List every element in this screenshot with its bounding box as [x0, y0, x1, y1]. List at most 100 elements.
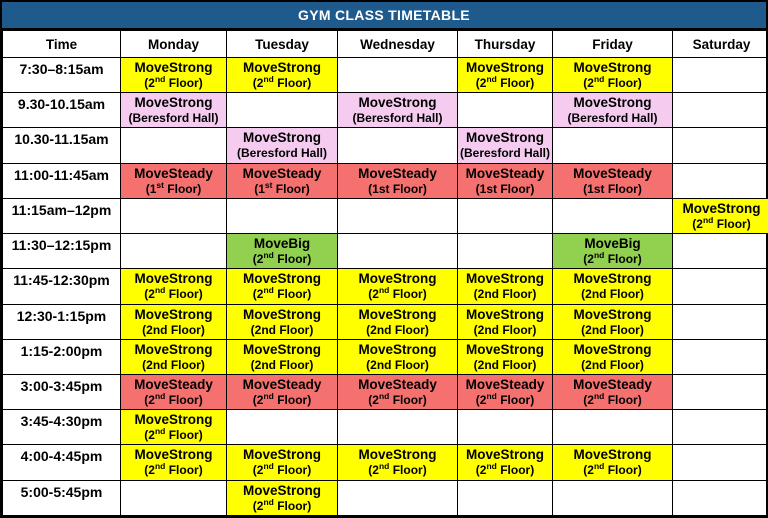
class-cell: MoveSteady (1st Floor): [552, 162, 673, 199]
empty-cell: [457, 197, 553, 235]
class-cell: MoveStrong (2nd Floor): [457, 56, 553, 94]
class-name: MoveStrong: [242, 130, 321, 146]
class-name: MoveSteady: [358, 376, 437, 392]
class-name: MoveSteady: [242, 165, 322, 181]
table-row: 10.30-11.15am MoveStrong (Beresford Hall) M…: [2, 127, 768, 164]
ordinal-superscript: nd: [263, 74, 274, 84]
class-cell: MoveSteady (2nd Floor): [120, 373, 227, 411]
ordinal-superscript: nd: [593, 250, 605, 261]
class-location: (Beresford Hall): [459, 146, 551, 161]
empty-cell: [672, 92, 768, 129]
class-location: (2nd Floor): [692, 214, 751, 231]
class-location: (2nd Floor): [250, 322, 314, 337]
class-location: (2nd Floor): [473, 357, 537, 372]
class-name: MoveStrong: [242, 341, 321, 357]
class-location: (1st Floor): [475, 181, 535, 196]
class-cell: MoveStrong (2nd Floor): [120, 409, 227, 446]
class-name: MoveStrong: [134, 306, 213, 322]
empty-cell: [672, 338, 768, 375]
class-location: (2nd Floor): [473, 287, 537, 302]
time-cell: 7:30–8:15am: [2, 56, 121, 94]
table-row: 9.30-10.15am MoveStrong (Beresford Hall) Mo…: [2, 92, 768, 129]
class-location: (2nd Floor): [252, 461, 312, 478]
ordinal-superscript: nd: [378, 461, 390, 472]
time-cell: 11:00-11:45am: [2, 162, 121, 199]
time-cell: 11:15am–12pm: [2, 197, 121, 235]
class-location: (2nd Floor): [144, 461, 203, 478]
class-location: (2nd Floor): [583, 461, 642, 478]
ordinal-superscript: nd: [263, 250, 274, 261]
class-name: MoveSteady: [358, 165, 437, 181]
class-name: MoveStrong: [134, 271, 213, 287]
class-name: MoveStrong: [465, 447, 544, 463]
table-row: 5:00-5:45pm MoveStrong (2nd Floor): [2, 479, 768, 517]
class-name: MoveStrong: [573, 341, 652, 357]
empty-cell: [552, 127, 673, 164]
table-row: 4:00-4:45pm MoveStrong (2nd Floor) MoveStro…: [2, 444, 768, 481]
class-cell: MoveStrong (2nd Floor): [120, 303, 227, 340]
empty-cell: [120, 233, 227, 270]
class-cell: MoveStrong (Beresford Hall): [552, 92, 673, 129]
class-location: (2nd Floor): [144, 74, 203, 90]
ordinal-superscript: nd: [154, 390, 166, 401]
class-cell: MoveSteady (2nd Floor): [552, 373, 673, 411]
empty-cell: [337, 479, 458, 517]
table-row: 12:30-1:15pm MoveStrong (2nd Floor) MoveStr…: [2, 303, 768, 340]
class-cell: MoveStrong (Beresford Hall): [226, 127, 338, 164]
class-cell: MoveBig (2nd Floor): [226, 233, 338, 270]
table-row: 11:15am–12pm MoveStrong (2nd Floor): [2, 197, 768, 235]
ordinal-superscript: nd: [154, 426, 166, 437]
ordinal-superscript: nd: [378, 285, 390, 296]
ordinal-superscript: nd: [593, 74, 605, 84]
class-cell: MoveBig (2nd Floor): [552, 233, 673, 270]
class-name: MoveSteady: [134, 376, 213, 392]
class-cell: MoveStrong (2nd Floor): [457, 303, 553, 340]
class-cell: MoveSteady (2nd Floor): [457, 373, 553, 411]
class-cell: MoveStrong (2nd Floor): [552, 444, 673, 481]
timetable-title: GYM CLASS TIMETABLE: [2, 2, 766, 30]
class-name: MoveBig: [584, 236, 641, 252]
ordinal-superscript: nd: [702, 214, 714, 225]
class-name: MoveStrong: [358, 341, 437, 357]
table-row: 7:30–8:15am MoveStrong (2nd Floor) MoveStro…: [2, 56, 768, 94]
class-cell: MoveStrong (Beresford Hall): [337, 92, 458, 129]
class-name: MoveStrong: [134, 447, 213, 463]
class-cell: MoveStrong (2nd Floor): [457, 268, 553, 305]
ordinal-superscript: nd: [154, 461, 166, 472]
class-name: MoveStrong: [358, 95, 437, 111]
class-location: (2nd Floor): [475, 390, 535, 407]
empty-cell: [337, 197, 458, 235]
class-location: (2nd Floor): [583, 74, 642, 90]
class-name: MoveSteady: [465, 165, 545, 181]
empty-cell: [337, 409, 458, 446]
class-location: (1st Floor): [368, 181, 427, 196]
time-cell: 4:00-4:45pm: [2, 444, 121, 481]
class-cell: MoveStrong (2nd Floor): [120, 56, 227, 94]
ordinal-superscript: nd: [593, 461, 605, 472]
ordinal-superscript: nd: [263, 285, 274, 296]
empty-cell: [337, 233, 458, 270]
empty-cell: [120, 127, 227, 164]
class-location: (2nd Floor): [250, 357, 314, 372]
ordinal-superscript: st: [156, 179, 164, 190]
class-name: MoveStrong: [573, 447, 652, 463]
class-name: MoveStrong: [465, 130, 544, 146]
column-header-thursday: Thursday: [457, 30, 553, 58]
class-location: (2nd Floor): [368, 285, 427, 302]
class-cell: MoveStrong (2nd Floor): [552, 303, 673, 340]
class-cell: MoveStrong (2nd Floor): [457, 444, 553, 481]
column-header-time: Time: [2, 30, 121, 58]
class-cell: MoveStrong (2nd Floor): [457, 338, 553, 375]
class-name: MoveBig: [253, 236, 311, 252]
class-name: MoveSteady: [573, 376, 652, 392]
class-name: MoveStrong: [358, 306, 437, 322]
empty-cell: [672, 127, 768, 164]
class-cell: MoveSteady (2nd Floor): [226, 373, 338, 411]
ordinal-superscript: nd: [486, 390, 497, 401]
class-name: MoveStrong: [134, 341, 213, 357]
class-location: (2nd Floor): [252, 390, 312, 407]
class-name: MoveSteady: [242, 376, 322, 392]
class-name: MoveSteady: [465, 376, 545, 392]
class-location: (2nd Floor): [475, 74, 535, 90]
